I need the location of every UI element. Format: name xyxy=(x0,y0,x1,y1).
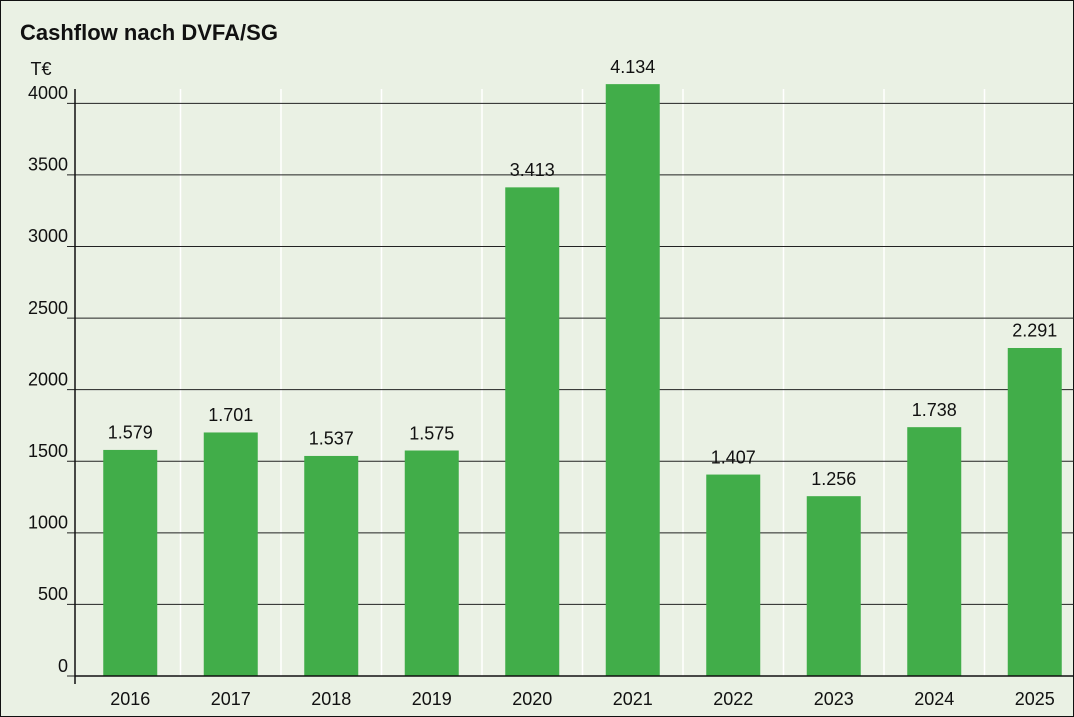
x-tick-label: 2024 xyxy=(914,689,954,709)
bar xyxy=(505,187,560,677)
bar xyxy=(203,432,258,676)
value-label: 2.291 xyxy=(1012,321,1057,341)
y-tick-label: 0 xyxy=(58,656,68,676)
x-tick-label: 2017 xyxy=(211,689,251,709)
value-label: 1.701 xyxy=(208,405,253,425)
bar xyxy=(706,474,761,676)
value-label: 1.537 xyxy=(309,429,354,449)
y-tick-label: 3500 xyxy=(28,155,68,175)
y-tick-label: 1000 xyxy=(28,513,68,533)
y-tick-label: 4000 xyxy=(28,83,68,103)
value-label: 1.407 xyxy=(711,447,756,467)
value-label: 3.413 xyxy=(510,160,555,180)
value-label: 4.134 xyxy=(610,57,655,77)
value-label: 1.256 xyxy=(811,469,856,489)
bar xyxy=(907,427,962,676)
bar xyxy=(304,455,359,676)
bar xyxy=(404,450,459,676)
bar xyxy=(103,449,158,676)
x-tick-label: 2025 xyxy=(1015,689,1055,709)
y-axis-label: T€ xyxy=(30,59,51,79)
x-tick-label: 2022 xyxy=(713,689,753,709)
bar xyxy=(806,496,861,676)
y-tick-label: 3000 xyxy=(28,226,68,246)
value-label: 1.575 xyxy=(409,423,454,443)
y-tick-label: 500 xyxy=(38,584,68,604)
x-tick-label: 2020 xyxy=(512,689,552,709)
y-tick-label: 2000 xyxy=(28,369,68,389)
x-tick-label: 2021 xyxy=(613,689,653,709)
x-tick-label: 2019 xyxy=(412,689,452,709)
y-tick-label: 1500 xyxy=(28,441,68,461)
y-tick-label: 2500 xyxy=(28,298,68,318)
x-tick-label: 2018 xyxy=(311,689,351,709)
x-tick-label: 2023 xyxy=(814,689,854,709)
bar xyxy=(1007,347,1062,676)
bar xyxy=(605,84,660,676)
value-label: 1.738 xyxy=(912,400,957,420)
value-label: 1.579 xyxy=(108,423,153,443)
chart-title: Cashflow nach DVFA/SG xyxy=(20,20,278,45)
x-tick-label: 2016 xyxy=(110,689,150,709)
